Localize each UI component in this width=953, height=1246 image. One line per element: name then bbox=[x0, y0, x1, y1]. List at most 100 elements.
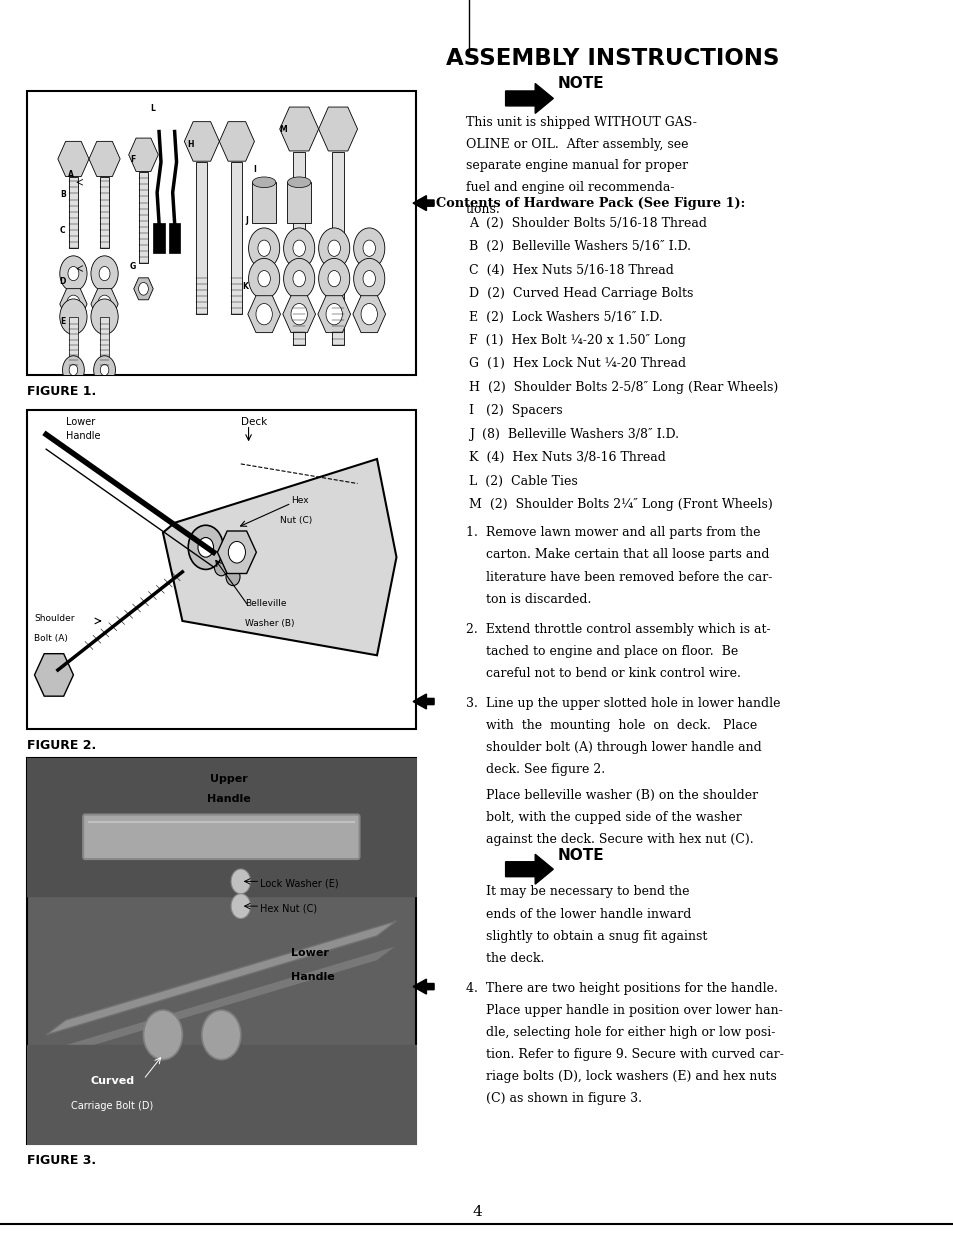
Text: riage bolts (D), lock washers (E) and hex nuts: riage bolts (D), lock washers (E) and he… bbox=[465, 1070, 776, 1083]
Text: Lower: Lower bbox=[66, 416, 94, 426]
Text: Belleville: Belleville bbox=[244, 599, 286, 608]
Text: G: G bbox=[130, 262, 135, 270]
Circle shape bbox=[293, 270, 305, 287]
Text: the deck.: the deck. bbox=[465, 952, 543, 964]
Text: Bolt (A): Bolt (A) bbox=[34, 633, 69, 643]
Text: deck. See figure 2.: deck. See figure 2. bbox=[465, 763, 604, 776]
Text: Washer (B): Washer (B) bbox=[244, 619, 294, 628]
Circle shape bbox=[293, 240, 305, 257]
FancyArrow shape bbox=[505, 855, 553, 885]
Text: 3.  Line up the upper slotted hole in lower handle: 3. Line up the upper slotted hole in low… bbox=[465, 697, 780, 709]
Text: ends of the lower handle inward: ends of the lower handle inward bbox=[465, 907, 690, 921]
Circle shape bbox=[231, 868, 251, 893]
Text: OLINE or OIL.  After assembly, see: OLINE or OIL. After assembly, see bbox=[465, 138, 687, 151]
Text: B: B bbox=[60, 191, 66, 199]
Circle shape bbox=[283, 228, 314, 269]
FancyBboxPatch shape bbox=[83, 815, 359, 858]
Circle shape bbox=[91, 255, 118, 292]
Text: M  (2)  Shoulder Bolts 2¼″ Long (Front Wheels): M (2) Shoulder Bolts 2¼″ Long (Front Whe… bbox=[469, 498, 772, 511]
Text: (C) as shown in figure 3.: (C) as shown in figure 3. bbox=[465, 1093, 640, 1105]
Circle shape bbox=[326, 304, 342, 325]
Circle shape bbox=[198, 537, 213, 557]
Circle shape bbox=[68, 267, 79, 280]
Circle shape bbox=[143, 1011, 182, 1059]
Text: Lower: Lower bbox=[291, 948, 329, 958]
Text: 1.  Remove lawn mower and all parts from the: 1. Remove lawn mower and all parts from … bbox=[465, 526, 760, 540]
Circle shape bbox=[202, 1011, 240, 1059]
Text: It may be necessary to bend the: It may be necessary to bend the bbox=[465, 886, 688, 898]
Circle shape bbox=[328, 270, 340, 287]
Text: carton. Make certain that all loose parts and: carton. Make certain that all loose part… bbox=[465, 548, 768, 562]
Circle shape bbox=[100, 364, 109, 375]
Text: NOTE: NOTE bbox=[557, 76, 603, 91]
Circle shape bbox=[188, 526, 223, 569]
Text: F: F bbox=[131, 155, 135, 164]
Text: J  (8)  Belleville Washers 3/8″ I.D.: J (8) Belleville Washers 3/8″ I.D. bbox=[469, 427, 679, 441]
Text: L  (2)  Cable Ties: L (2) Cable Ties bbox=[469, 475, 578, 487]
FancyArrow shape bbox=[505, 83, 553, 113]
Text: L: L bbox=[151, 105, 155, 113]
Bar bbox=[253, 182, 275, 223]
Circle shape bbox=[360, 304, 377, 325]
Text: Shoulder: Shoulder bbox=[34, 614, 75, 623]
Text: A: A bbox=[68, 171, 73, 179]
Text: C: C bbox=[60, 226, 66, 235]
Circle shape bbox=[291, 304, 307, 325]
Text: This unit is shipped WITHOUT GAS-: This unit is shipped WITHOUT GAS- bbox=[465, 116, 696, 128]
Bar bbox=[232, 162, 242, 314]
Text: J: J bbox=[246, 216, 249, 224]
Text: 2.  Extend throttle control assembly which is at-: 2. Extend throttle control assembly whic… bbox=[465, 623, 769, 635]
Circle shape bbox=[318, 228, 350, 269]
Text: Handle: Handle bbox=[66, 431, 100, 441]
Bar bbox=[27, 758, 416, 1144]
Text: Nut (C): Nut (C) bbox=[279, 516, 312, 525]
Polygon shape bbox=[46, 946, 396, 1059]
Circle shape bbox=[138, 283, 149, 295]
Text: I: I bbox=[253, 166, 256, 174]
Circle shape bbox=[60, 299, 87, 334]
Text: Place belleville washer (B) on the shoulder: Place belleville washer (B) on the shoul… bbox=[465, 789, 757, 802]
Bar bbox=[287, 182, 311, 223]
Text: Curved: Curved bbox=[91, 1077, 134, 1087]
FancyArrow shape bbox=[413, 694, 434, 709]
Bar bbox=[27, 410, 416, 729]
Bar bbox=[196, 162, 207, 314]
FancyArrow shape bbox=[413, 979, 434, 994]
Text: K  (4)  Hex Nuts 3/8-16 Thread: K (4) Hex Nuts 3/8-16 Thread bbox=[469, 451, 665, 464]
Polygon shape bbox=[163, 459, 396, 655]
Circle shape bbox=[67, 295, 80, 313]
Text: shoulder bolt (A) through lower handle and: shoulder bolt (A) through lower handle a… bbox=[465, 741, 760, 754]
Ellipse shape bbox=[253, 177, 275, 188]
Polygon shape bbox=[46, 921, 396, 1035]
Text: H: H bbox=[188, 140, 193, 148]
Circle shape bbox=[97, 295, 112, 313]
Bar bbox=[100, 316, 109, 365]
Text: Handle: Handle bbox=[291, 972, 335, 982]
Bar bbox=[332, 152, 344, 345]
Bar bbox=[69, 316, 78, 365]
Circle shape bbox=[255, 304, 272, 325]
Text: Contents of Hardware Pack (See Figure 1):: Contents of Hardware Pack (See Figure 1)… bbox=[436, 197, 744, 209]
Text: NOTE: NOTE bbox=[557, 849, 603, 863]
FancyArrow shape bbox=[413, 196, 434, 211]
Text: Hex: Hex bbox=[291, 496, 309, 505]
Text: Carriage Bolt (D): Carriage Bolt (D) bbox=[71, 1101, 153, 1111]
Circle shape bbox=[93, 356, 115, 384]
Text: tached to engine and place on floor.  Be: tached to engine and place on floor. Be bbox=[465, 644, 737, 658]
Circle shape bbox=[214, 558, 228, 576]
Text: B  (2)  Belleville Washers 5/16″ I.D.: B (2) Belleville Washers 5/16″ I.D. bbox=[469, 240, 691, 253]
Text: FIGURE 2.: FIGURE 2. bbox=[27, 739, 96, 751]
Text: I   (2)  Spacers: I (2) Spacers bbox=[469, 404, 562, 417]
Text: H  (2)  Shoulder Bolts 2-5/8″ Long (Rear Wheels): H (2) Shoulder Bolts 2-5/8″ Long (Rear W… bbox=[469, 381, 778, 394]
Text: K: K bbox=[242, 282, 249, 290]
Bar bbox=[293, 152, 305, 345]
Bar bbox=[153, 223, 165, 253]
Text: M: M bbox=[279, 125, 287, 133]
Circle shape bbox=[60, 255, 87, 292]
Text: ton is discarded.: ton is discarded. bbox=[465, 593, 590, 606]
Text: slightly to obtain a snug fit against: slightly to obtain a snug fit against bbox=[465, 930, 706, 943]
Circle shape bbox=[228, 542, 245, 563]
Text: 4: 4 bbox=[472, 1205, 481, 1219]
Circle shape bbox=[354, 228, 384, 269]
Circle shape bbox=[249, 228, 279, 269]
